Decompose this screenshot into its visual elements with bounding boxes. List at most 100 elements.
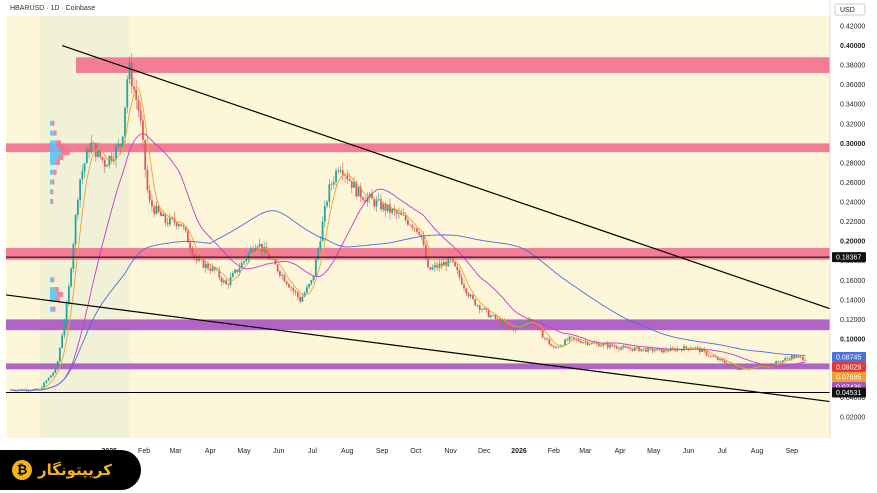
candle-body: [339, 170, 342, 172]
candle-body: [685, 346, 688, 348]
candle-body: [467, 293, 470, 297]
price-level-badge: [832, 252, 866, 263]
x-tick-label: Mar: [169, 448, 182, 455]
candle-body: [739, 368, 742, 370]
volume-bar-down: [54, 287, 59, 293]
candle-body: [725, 362, 728, 365]
candle-body: [528, 319, 531, 323]
volume-bar-up: [50, 140, 56, 146]
candle-body: [631, 348, 634, 351]
candle-body: [431, 267, 434, 270]
candle-body: [496, 318, 499, 320]
candle-body: [270, 259, 272, 260]
volume-bar-up: [50, 120, 53, 126]
candle-body: [330, 184, 333, 185]
candle-body: [703, 349, 706, 352]
candle-body: [364, 200, 367, 202]
candle-body: [135, 89, 138, 101]
candle-body: [413, 228, 416, 229]
candle-body: [94, 143, 97, 157]
candle-body: [222, 280, 225, 283]
candle-body: [748, 367, 751, 369]
candle-body: [346, 175, 349, 180]
candle-body: [189, 242, 192, 249]
y-tick-label: 0.34000: [840, 102, 865, 109]
candle-body: [321, 221, 324, 242]
volume-bar-down: [57, 155, 64, 161]
candle-body: [146, 169, 149, 191]
x-tick-label: Apr: [205, 448, 217, 455]
candle-body: [440, 263, 443, 266]
candle-body: [337, 170, 340, 172]
candle-body: [348, 179, 351, 181]
candle-body: [317, 248, 319, 260]
candle-body: [162, 213, 165, 217]
candle-body: [61, 335, 64, 348]
candle-body: [501, 320, 504, 325]
volume-bar-up: [50, 277, 53, 283]
candle-body: [463, 284, 465, 289]
candle-body: [384, 203, 387, 212]
candle-body: [710, 355, 712, 357]
moving-average-fast: [10, 87, 806, 391]
candle-body: [620, 347, 623, 350]
volume-bar-up: [50, 179, 53, 185]
candle-body: [734, 366, 737, 369]
x-tick-label: Nov: [444, 448, 457, 455]
x-tick-label: Feb: [548, 448, 560, 455]
candle-body: [723, 360, 726, 363]
candle-body: [474, 299, 477, 306]
volume-bar-down: [53, 306, 56, 312]
candle-body: [398, 212, 400, 214]
price-level-badge: [832, 362, 866, 372]
candle-body: [411, 225, 414, 229]
candle-body: [234, 269, 236, 274]
candle-body: [236, 269, 239, 273]
candle-body: [755, 366, 757, 367]
volume-bar-up: [50, 150, 61, 156]
volume-bar-down: [58, 145, 66, 151]
candle-body: [101, 156, 104, 161]
candle-body: [490, 315, 492, 318]
volume-bar-up: [50, 169, 54, 175]
x-tick-label: Jul: [718, 448, 727, 455]
candle-body: [696, 347, 699, 348]
candle-body: [200, 258, 203, 260]
price-level-label: 0.07685: [836, 375, 861, 382]
candle-body: [83, 163, 86, 172]
y-tick-label: 0.32000: [840, 121, 865, 128]
candle-body: [618, 348, 620, 350]
candle-body: [543, 337, 546, 339]
candle-body: [231, 273, 234, 278]
candle-body: [447, 257, 450, 267]
candle-body: [256, 246, 259, 248]
candle-body: [588, 343, 591, 345]
candle-body: [597, 343, 600, 347]
candle-body: [653, 350, 656, 352]
candle-body: [108, 155, 111, 166]
candle-body: [721, 358, 724, 361]
candle-body: [261, 243, 263, 252]
candle-body: [779, 361, 782, 363]
candle-body: [683, 346, 685, 351]
candle-body: [355, 182, 358, 197]
zone-support-4: [6, 363, 830, 370]
x-axis-panel: [0, 438, 877, 493]
y-tick-label: 0.20000: [840, 239, 865, 246]
y-tick-label: 0.04000: [840, 395, 865, 402]
zone-resistance-2: [6, 248, 830, 260]
candle-body: [265, 246, 268, 254]
candle-body: [802, 357, 804, 361]
candle-body: [404, 215, 407, 220]
candle-body: [169, 217, 171, 225]
brand-logo[interactable]: ₿ کریپتونگار: [0, 450, 141, 490]
candle-body: [707, 355, 710, 356]
volume-bar-up: [50, 296, 56, 302]
zone-resistance-1: [6, 143, 830, 153]
x-tick-label: Jun: [273, 448, 284, 455]
candle-body: [415, 228, 418, 232]
candle-body: [667, 351, 670, 352]
candle-body: [166, 222, 169, 225]
